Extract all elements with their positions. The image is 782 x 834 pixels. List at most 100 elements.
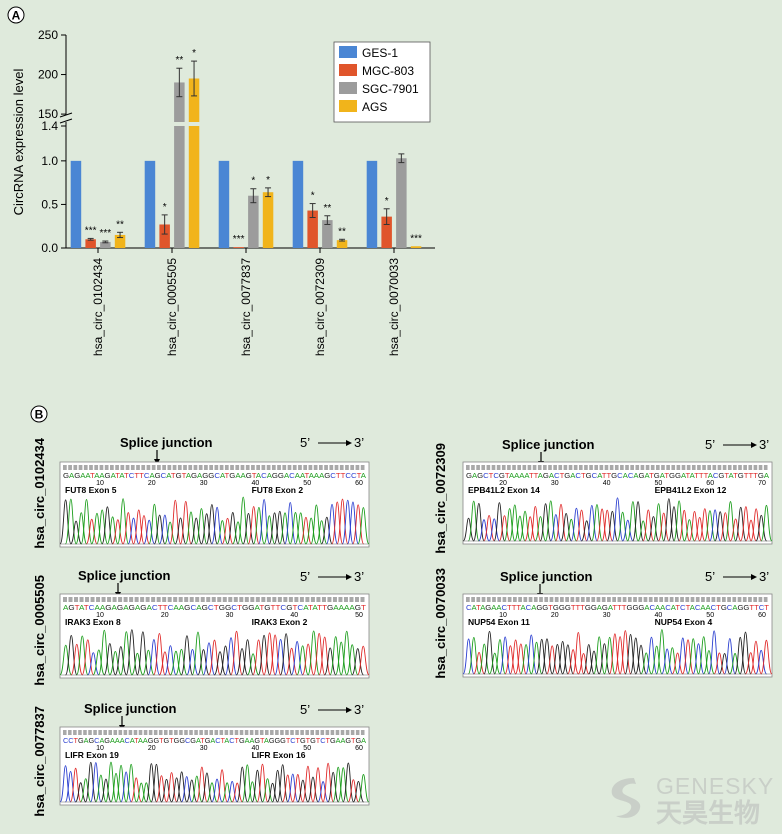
quality-bar [580, 597, 585, 602]
trace-peak [180, 635, 194, 676]
trace-peak [591, 504, 603, 542]
bar [174, 126, 185, 248]
trace-peak [567, 649, 580, 675]
trace-peak [503, 508, 516, 542]
sample-label: hsa_circ_0102434 [32, 437, 47, 548]
position-number: 50 [355, 612, 363, 619]
trace-peak [266, 782, 279, 803]
quality-bar [303, 465, 308, 470]
position-number: 50 [655, 480, 663, 487]
bar [336, 240, 348, 248]
quality-bar [324, 465, 328, 470]
trace-peak [96, 509, 109, 545]
position-number: 60 [758, 612, 766, 619]
trace-peak [467, 636, 480, 675]
quality-bar [219, 465, 224, 470]
quality-bar [188, 465, 193, 470]
trace-peak [155, 775, 168, 803]
quality-bar [640, 465, 645, 470]
direction-start: 5’ [300, 435, 310, 450]
base-sequence: GAGCTCGTAAAATTAGACTGACTGCATTGCACAGATGATG… [466, 471, 769, 480]
trace-peak [92, 649, 106, 676]
bar [114, 234, 126, 248]
trace-peak [524, 516, 537, 542]
splice-junction-title: Splice junction [78, 568, 171, 583]
trace-peak [64, 770, 77, 803]
trace-peak [241, 639, 254, 676]
quality-bar [169, 730, 173, 735]
trace-peak [556, 641, 569, 675]
trace-peak [257, 634, 271, 676]
base-sequence: CCTGAGCAGAAACATAAGGTGTGGCGATGACTACTGAAGT… [63, 736, 366, 745]
splice-junction-title: Splice junction [84, 701, 177, 716]
quality-bar [537, 465, 542, 470]
trace-peak [692, 643, 705, 675]
quality-bar [133, 730, 138, 735]
trace-peak [285, 647, 298, 676]
y-tick-label: 200 [38, 68, 58, 82]
quality-bar [110, 465, 114, 470]
trace-peak [642, 509, 655, 542]
quality-bar [589, 465, 593, 470]
quality-bar [183, 465, 187, 470]
trace-peak [750, 640, 762, 675]
quality-bar [666, 465, 670, 470]
trace-peak [483, 630, 496, 675]
legend-label: MGC-803 [362, 64, 414, 78]
quality-bar [266, 465, 271, 470]
quality-bar [617, 597, 622, 602]
trace-peak [323, 647, 337, 676]
quality-bar [94, 465, 99, 470]
trace-peak [273, 510, 286, 545]
splice-junction-title: Splice junction [502, 437, 595, 452]
quality-bar [146, 465, 151, 470]
quality-bar [349, 597, 354, 602]
position-number: 40 [290, 612, 298, 619]
significance-label: ** [116, 219, 124, 230]
quality-bar [350, 730, 355, 735]
trace-peak [247, 506, 260, 545]
trace-peak [138, 515, 150, 545]
trace-peak [79, 778, 92, 803]
quality-bar [742, 597, 747, 602]
trace-peak [105, 761, 117, 803]
quality-bar [266, 597, 271, 602]
trace-peak [739, 631, 752, 675]
bar [292, 160, 304, 248]
significance-label: *** [233, 234, 245, 245]
trace-peak [546, 645, 559, 675]
quality-bar [151, 597, 156, 602]
quality-bar [107, 597, 112, 602]
position-number: 20 [148, 480, 156, 487]
quality-bar [310, 597, 315, 602]
quality-bar [179, 730, 183, 735]
trace-peak [342, 762, 355, 803]
quality-bar [327, 597, 332, 602]
trace-peak [122, 512, 135, 545]
trace-peak [493, 502, 506, 542]
quality-bar [543, 465, 547, 470]
quality-bar [148, 730, 153, 735]
legend-label: GES-1 [362, 46, 398, 60]
quality-bar [712, 465, 717, 470]
significance-label: ** [323, 203, 331, 214]
x-tick-label: hsa_circ_0070033 [387, 258, 401, 356]
trace-peak [570, 507, 583, 542]
quality-bar [733, 465, 737, 470]
trace-peak [544, 500, 557, 542]
quality-bar [254, 730, 259, 735]
quality-bar [193, 465, 198, 470]
quality-bar [200, 597, 205, 602]
quality-bar [234, 730, 239, 735]
position-number: 30 [200, 480, 208, 487]
direction-arrow-icon [723, 442, 757, 448]
trace-peak [80, 498, 93, 545]
quality-bar [486, 597, 491, 602]
quality-bar [204, 465, 208, 470]
quality-bar [230, 465, 234, 470]
trace-peak [301, 643, 315, 676]
trace-peak [688, 510, 701, 542]
quality-bar [118, 597, 123, 602]
quality-bar [702, 465, 706, 470]
quality-bar [151, 465, 156, 470]
